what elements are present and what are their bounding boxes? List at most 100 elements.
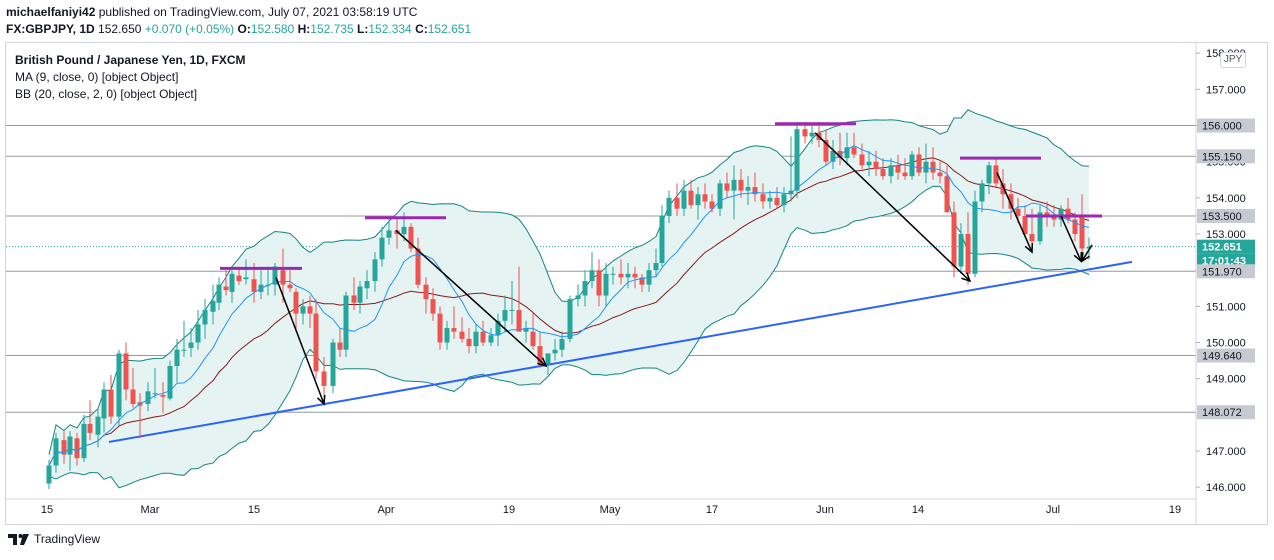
x-tick-label: Apr	[377, 504, 394, 516]
candle-body	[972, 201, 978, 274]
candle-body	[993, 165, 999, 184]
publish-header: michaelfaniyi42 published on TradingView…	[6, 4, 471, 38]
candle-body	[1015, 208, 1021, 216]
candle-body	[717, 183, 723, 209]
y-tick-label: 153.000	[1206, 229, 1246, 241]
candle-body	[488, 335, 494, 343]
arrow-head	[1081, 252, 1090, 263]
candle-body	[1037, 212, 1043, 242]
chart-frame[interactable]	[5, 42, 1268, 525]
open-label: O:	[237, 22, 251, 36]
candle-body	[639, 277, 645, 285]
candle-body	[530, 331, 536, 347]
legend-ma[interactable]: MA (9, close, 0) [object Object]	[15, 70, 179, 84]
candle-body	[1058, 208, 1064, 220]
candle-body	[480, 331, 486, 343]
publish-line: michaelfaniyi42 published on TradingView…	[6, 4, 471, 21]
candle-body	[379, 237, 385, 260]
candle-body	[1051, 215, 1057, 220]
candle-body	[364, 281, 370, 289]
y-tick-label: 147.000	[1206, 446, 1246, 458]
x-tick-label: Mar	[141, 504, 160, 516]
currency-button[interactable]: JPY	[1220, 52, 1246, 68]
legend-bb[interactable]: BB (20, close, 2, 0) [object Object]	[15, 87, 198, 101]
candle-body	[337, 342, 343, 350]
candle-body	[195, 324, 201, 343]
tradingview-logo-icon	[8, 534, 29, 545]
price-change: +0.070 (+0.05%)	[144, 22, 235, 36]
level-price-label-bg	[1197, 405, 1255, 420]
published-text: published on TradingView.com, July 07, 2…	[98, 5, 418, 19]
candle-body	[152, 393, 158, 395]
candle-body	[802, 129, 808, 137]
candle-body	[1008, 194, 1014, 209]
current-price-label-bg	[1197, 239, 1255, 254]
candle-body	[709, 201, 715, 209]
y-tick-label: 150.000	[1206, 338, 1246, 350]
candle-body	[330, 342, 336, 386]
candle-body	[444, 328, 450, 343]
candle-body	[145, 391, 151, 404]
candle-body	[116, 353, 122, 417]
candle-body	[937, 172, 943, 177]
arrow-head	[537, 357, 548, 368]
candle-body	[351, 295, 357, 303]
down-arrow-line	[395, 229, 547, 367]
candle-body	[210, 300, 216, 312]
ma-9-line	[48, 145, 1090, 466]
level-price-label-bg	[1197, 264, 1255, 279]
footer-brand[interactable]: TradingView	[34, 532, 101, 546]
level-price-label: 148.072	[1202, 407, 1242, 419]
publisher-name[interactable]: michaelfaniyi42	[6, 5, 96, 19]
candle-body	[1072, 219, 1078, 235]
candle-body	[745, 187, 751, 191]
candle-body	[343, 295, 349, 350]
candle-body	[401, 226, 407, 235]
candle-body	[188, 342, 194, 348]
level-price-label: 155.150	[1202, 151, 1242, 163]
candle-body	[767, 197, 773, 202]
candle-body	[653, 262, 659, 271]
candle-body	[523, 328, 529, 332]
x-tick-label: May	[600, 504, 621, 516]
candle-body	[794, 129, 800, 191]
candle-body	[880, 168, 886, 177]
candle-body	[625, 273, 631, 278]
indicator-legend: British Pound / Japanese Yen, 1D, FXCM M…	[15, 52, 246, 103]
candle-body	[466, 338, 472, 347]
candle-body	[181, 349, 187, 351]
current-price-label-bg	[1197, 253, 1255, 268]
candle-body	[702, 194, 708, 202]
candle-body	[1086, 246, 1092, 249]
candle-body	[537, 346, 543, 365]
candle-body	[1029, 234, 1035, 242]
candle-body	[618, 273, 624, 278]
high-value: 152.735	[310, 22, 354, 36]
candle-body	[372, 259, 378, 282]
candle-body	[909, 154, 915, 177]
level-price-label-bg	[1197, 208, 1255, 223]
candle-body	[681, 190, 687, 209]
candle-body	[67, 436, 73, 455]
down-arrow-line	[996, 172, 1033, 253]
down-arrow-line	[275, 277, 325, 405]
candle-body	[300, 306, 306, 314]
y-tick-label: 146.000	[1206, 482, 1246, 494]
candle-body	[313, 313, 319, 372]
candle-body	[223, 286, 229, 291]
candle-body	[516, 309, 522, 332]
x-tick-label: 19	[1169, 504, 1181, 516]
current-price-label: 152.651	[1202, 242, 1242, 254]
x-tick-label: Jul	[1046, 504, 1060, 516]
candle-body	[357, 286, 363, 303]
legend-title: British Pound / Japanese Yen, 1D, FXCM	[15, 53, 246, 67]
candle-body	[202, 309, 208, 325]
level-price-label-bg	[1197, 118, 1255, 133]
candle-body	[408, 226, 414, 249]
candle-body	[321, 371, 327, 386]
candle-body	[559, 338, 565, 350]
candle-body	[552, 349, 558, 354]
candle-body	[589, 270, 595, 282]
level-price-label-bg	[1197, 149, 1255, 164]
